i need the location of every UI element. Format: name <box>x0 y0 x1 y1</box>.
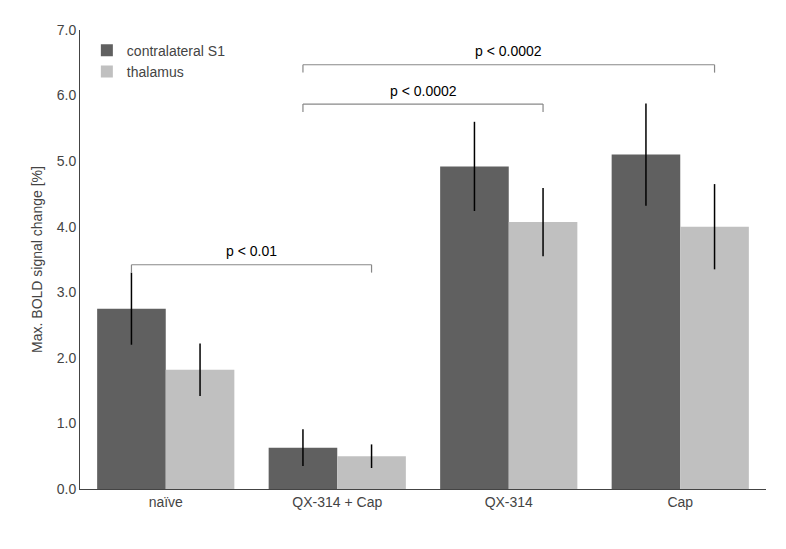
svg-text:7.0: 7.0 <box>57 22 77 38</box>
svg-text:Max. BOLD signal change [%]: Max. BOLD signal change [%] <box>29 166 45 353</box>
svg-text:QX-314: QX-314 <box>485 494 533 510</box>
svg-text:QX-314 + Cap: QX-314 + Cap <box>292 494 382 510</box>
svg-text:6.0: 6.0 <box>57 87 77 103</box>
svg-text:2.0: 2.0 <box>57 350 77 366</box>
svg-text:p < 0.01: p < 0.01 <box>226 243 277 259</box>
svg-text:contralateral S1: contralateral S1 <box>127 43 225 59</box>
svg-text:0.0: 0.0 <box>57 481 77 497</box>
svg-text:4.0: 4.0 <box>57 219 77 235</box>
svg-text:3.0: 3.0 <box>57 284 77 300</box>
svg-text:p < 0.0002: p < 0.0002 <box>390 83 457 99</box>
svg-text:5.0: 5.0 <box>57 153 77 169</box>
svg-text:Cap: Cap <box>667 494 693 510</box>
svg-text:1.0: 1.0 <box>57 415 77 431</box>
svg-text:thalamus: thalamus <box>127 64 184 80</box>
svg-text:p < 0.0002: p < 0.0002 <box>475 43 542 59</box>
svg-text:naïve: naïve <box>149 494 183 510</box>
